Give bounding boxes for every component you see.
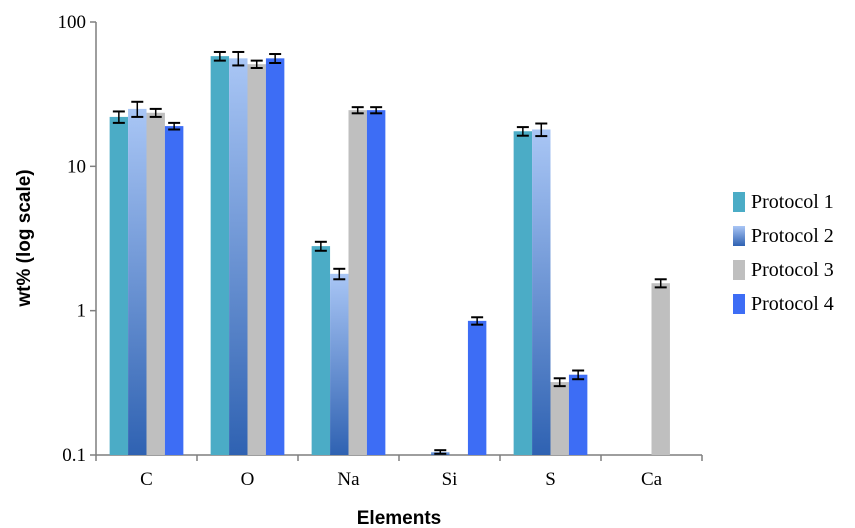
legend-swatch (733, 294, 745, 314)
error-bars (112, 50, 667, 455)
plot-area (95, 22, 702, 456)
error-bar (250, 59, 263, 70)
legend-label: Protocol 2 (751, 225, 834, 247)
legend: Protocol 1 Protocol 2 Protocol 3 Protocol 4 (733, 191, 834, 315)
y-tick-label: 100 (58, 12, 87, 33)
y-tick-label: 1 (77, 301, 87, 322)
legend-swatch (733, 226, 745, 246)
y-axis-ticks: 0.1 1 10 100 (58, 12, 96, 466)
legend-swatch (733, 192, 745, 212)
error-bar (535, 122, 548, 138)
error-bar (112, 110, 125, 124)
error-bar (269, 53, 282, 64)
error-bar (471, 316, 484, 326)
x-tick-label: Ca (641, 469, 663, 490)
error-bar (654, 278, 667, 289)
error-bar (131, 100, 144, 118)
bar-protocol-4-si (467, 320, 487, 455)
bar-protocol-2-c (128, 108, 147, 455)
error-bar (370, 106, 383, 115)
legend-label: Protocol 1 (751, 191, 834, 213)
bar-protocol-4-na (366, 110, 386, 455)
error-bar (314, 240, 327, 252)
error-bar (351, 106, 364, 115)
bar-protocol-2-s (532, 129, 551, 455)
error-bar (213, 50, 226, 62)
legend-label: Protocol 3 (751, 259, 834, 281)
bar-protocol-2-o (229, 58, 248, 456)
x-tick-label: Na (337, 469, 360, 490)
bar-protocol-1-na (311, 246, 331, 455)
x-axis-ticks: C O Na Si S Ca (95, 455, 703, 490)
bar-protocol-4-s (568, 374, 588, 455)
error-bar (572, 369, 585, 381)
error-bar (434, 449, 447, 455)
bar-protocol-1-c (109, 116, 129, 455)
legend-label: Protocol 4 (751, 293, 834, 315)
x-axis-title: Elements (357, 508, 441, 528)
bar-protocol-1-o (210, 56, 230, 455)
x-tick-label: O (241, 469, 255, 490)
x-tick-label: S (545, 469, 556, 490)
error-bar (333, 267, 346, 281)
bar-protocol-3-na (348, 110, 367, 455)
bar-protocol-3-s (550, 382, 569, 455)
y-axis-title: wt% (log scale) (14, 169, 35, 307)
y-tick-label: 10 (67, 156, 86, 177)
bar-protocol-3-c (146, 112, 165, 455)
bar-protocol-3-ca (651, 283, 670, 455)
bar-protocol-2-na (330, 273, 349, 455)
error-bar (232, 50, 245, 67)
bar-protocol-1-s (513, 131, 533, 456)
bar-protocol-4-o (265, 58, 285, 456)
error-bar (553, 377, 566, 388)
legend-swatch (733, 260, 745, 280)
y-tick-label: 0.1 (62, 445, 86, 466)
error-bar (168, 121, 181, 131)
bar-protocol-3-o (247, 64, 266, 456)
error-bar (516, 126, 529, 137)
bars (109, 56, 670, 456)
error-bar (149, 107, 162, 118)
x-tick-label: C (140, 469, 153, 490)
bar-protocol-4-c (164, 126, 184, 455)
x-tick-label: Si (442, 469, 458, 490)
